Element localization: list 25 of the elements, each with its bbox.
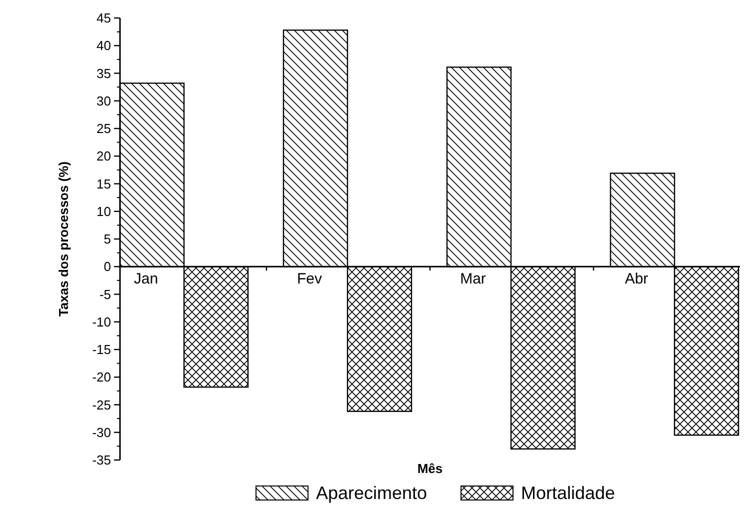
y-tick-label: 40 xyxy=(96,38,111,54)
y-tick-label: 20 xyxy=(96,148,111,164)
y-tick-label: -25 xyxy=(92,397,111,412)
x-tick-label: Fev xyxy=(296,270,322,288)
x-tick-label: Mar xyxy=(460,270,486,288)
y-tick-label: 5 xyxy=(104,232,111,247)
y-tick-label: -5 xyxy=(99,286,111,302)
x-axis-title: Mês xyxy=(417,461,443,476)
y-tick-label: -10 xyxy=(92,314,111,330)
y-tick-label: 45 xyxy=(96,10,111,26)
y-tick-label: 10 xyxy=(96,204,111,219)
y-tick-label: -30 xyxy=(92,424,111,440)
y-tick-label: -15 xyxy=(92,342,111,358)
y-tick-label: -35 xyxy=(92,452,111,468)
y-tick-label: 30 xyxy=(96,93,111,108)
legend-label: Mortalidade xyxy=(521,483,616,503)
y-tick-label: 15 xyxy=(96,176,111,192)
y-tick-label: -20 xyxy=(92,370,111,385)
legend-label: Aparecimento xyxy=(316,483,428,503)
y-tick-label: 25 xyxy=(96,121,111,136)
y-tick-label: 0 xyxy=(104,259,111,274)
y-tick-label: 35 xyxy=(96,66,111,81)
x-tick-label: Abr xyxy=(624,270,648,288)
y-axis-title: Taxas dos processos (%) xyxy=(56,161,71,317)
x-tick-label: Jan xyxy=(134,270,158,288)
